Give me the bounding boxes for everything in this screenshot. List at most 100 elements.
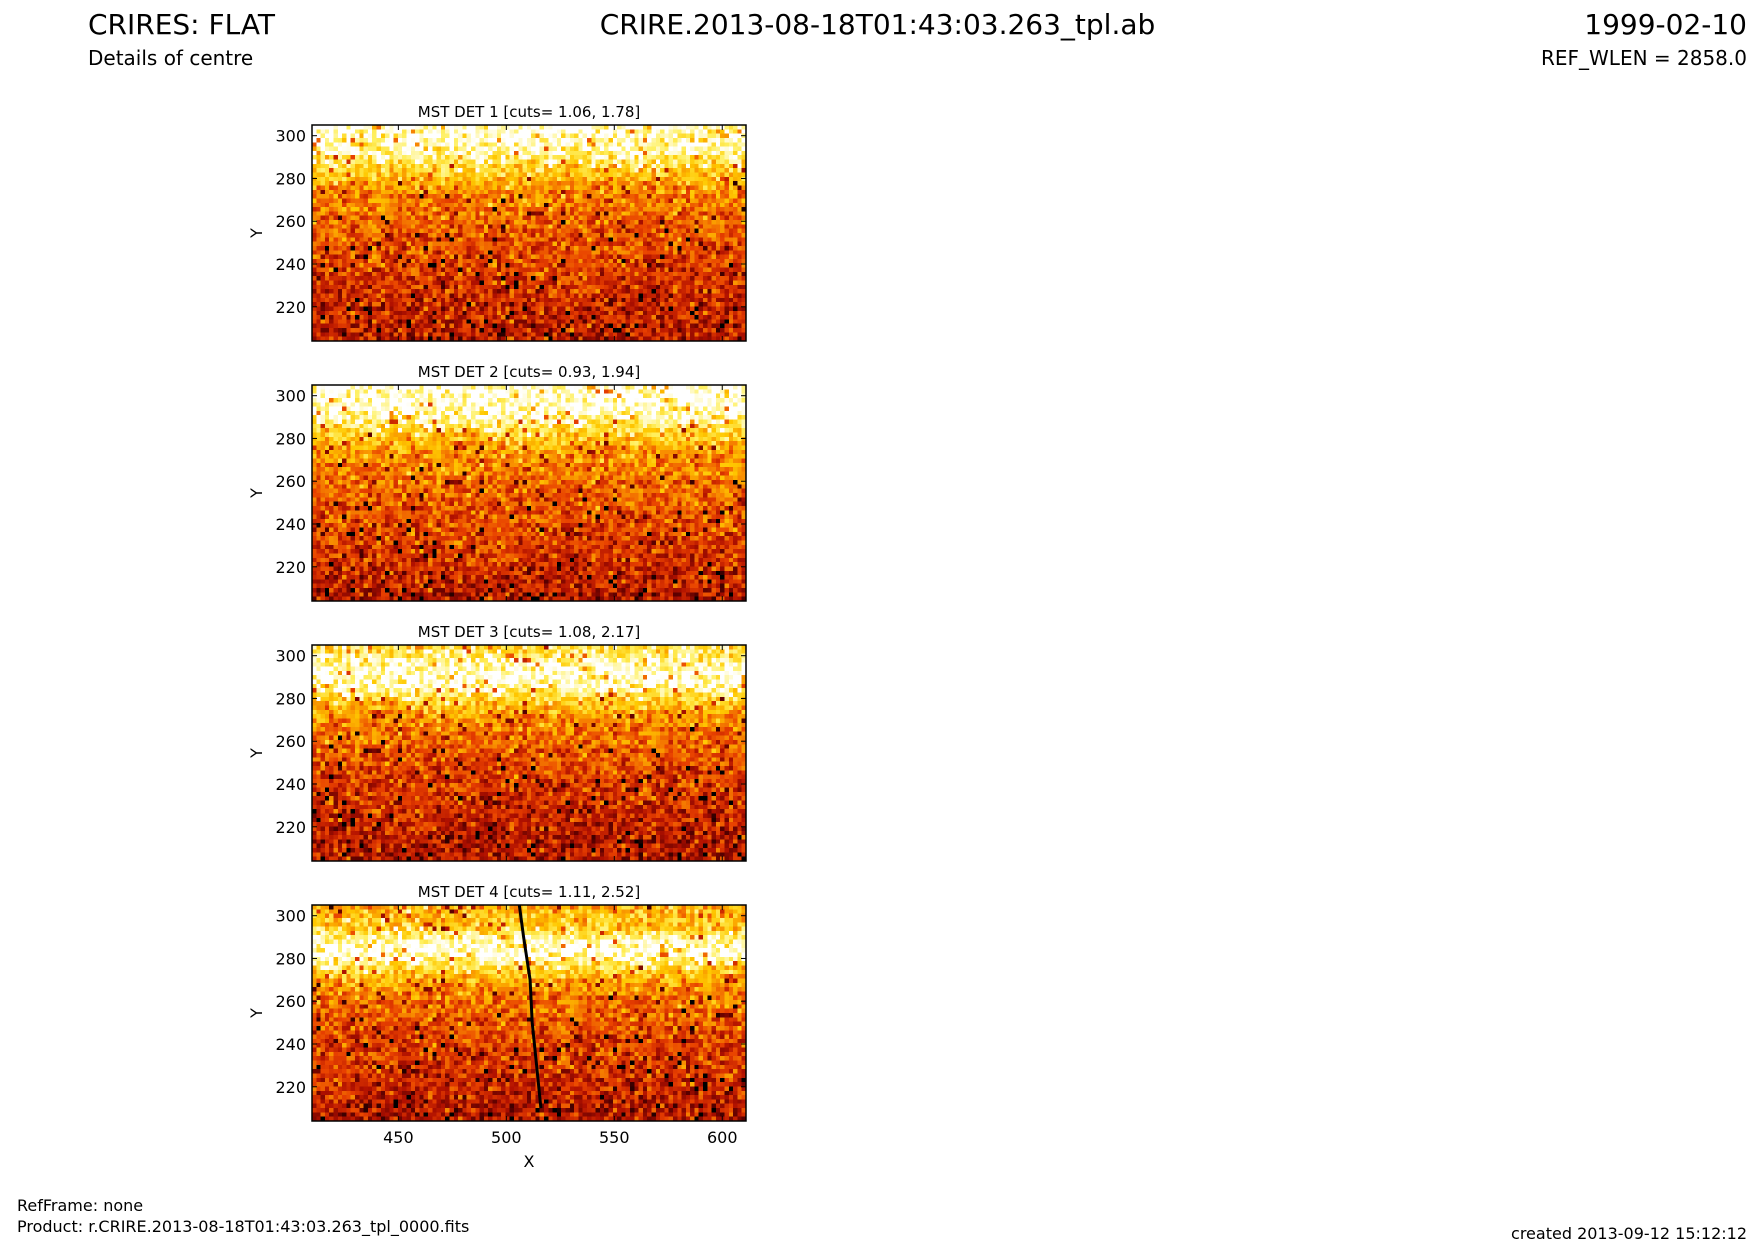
heatmap-cell: [630, 155, 635, 160]
heatmap-cell: [381, 134, 386, 139]
heatmap-cell: [604, 263, 609, 268]
heatmap-cell: [454, 134, 459, 139]
heatmap-cell: [703, 142, 708, 147]
heatmap-cell: [376, 185, 381, 190]
heatmap-cell: [342, 328, 347, 333]
heatmap-cell: [557, 268, 562, 273]
heatmap-cell: [402, 229, 407, 234]
heatmap-cell: [411, 263, 416, 268]
heatmap-cell: [381, 255, 386, 260]
heatmap-cell: [686, 259, 691, 264]
heatmap-cell: [621, 311, 626, 316]
heatmap-cell: [372, 216, 377, 221]
heatmap-cell: [376, 263, 381, 268]
heatmap-cell: [570, 324, 575, 329]
heatmap-cell: [480, 160, 485, 165]
heatmap-cell: [729, 155, 734, 160]
heatmap-cell: [703, 293, 708, 298]
heatmap-cell: [462, 151, 467, 156]
heatmap-cell: [338, 147, 343, 152]
heatmap-cell: [523, 129, 528, 134]
heatmap-cell: [329, 160, 334, 165]
heatmap-cell: [351, 147, 356, 152]
heatmap-cell: [707, 155, 712, 160]
heatmap-cell: [510, 207, 515, 212]
heatmap-cell: [591, 233, 596, 238]
heatmap-cell: [548, 242, 553, 247]
heatmap-cell: [647, 246, 652, 251]
heatmap-cell: [441, 185, 446, 190]
heatmap-cell: [540, 259, 545, 264]
heatmap-cell: [617, 246, 622, 251]
heatmap-cell: [510, 211, 515, 216]
heatmap-cell: [359, 328, 364, 333]
heatmap-cell: [707, 147, 712, 152]
heatmap-cell: [634, 190, 639, 195]
heatmap-cell: [329, 216, 334, 221]
heatmap-cell: [450, 207, 455, 212]
heatmap-cell: [720, 272, 725, 277]
heatmap-cell: [630, 142, 635, 147]
heatmap-cell: [643, 177, 648, 182]
heatmap-cell: [467, 151, 472, 156]
heatmap-cell: [351, 263, 356, 268]
heatmap-cell: [385, 147, 390, 152]
heatmap-cell: [505, 246, 510, 251]
heatmap-cell: [591, 168, 596, 173]
heatmap-cell: [346, 328, 351, 333]
heatmap-cell: [475, 190, 480, 195]
heatmap-cell: [394, 293, 399, 298]
heatmap-cell: [368, 220, 373, 225]
heatmap-cell: [647, 311, 652, 316]
heatmap-cell: [712, 151, 717, 156]
heatmap-cell: [712, 332, 717, 337]
heatmap-cell: [561, 138, 566, 143]
heatmap-cell: [394, 194, 399, 199]
heatmap-cell: [505, 216, 510, 221]
heatmap-cell: [407, 216, 412, 221]
heatmap-cell: [445, 332, 450, 337]
heatmap-cell: [505, 151, 510, 156]
heatmap-cell: [484, 177, 489, 182]
heatmap-cell: [677, 229, 682, 234]
heatmap-cell: [398, 328, 403, 333]
heatmap-cell: [578, 194, 583, 199]
heatmap-cell: [488, 324, 493, 329]
heatmap-cell: [609, 311, 614, 316]
heatmap-cell: [527, 129, 532, 134]
heatmap-cell: [407, 255, 412, 260]
heatmap-cell: [660, 285, 665, 290]
heatmap-cell: [621, 332, 626, 337]
heatmap-cell: [613, 319, 618, 324]
heatmap-cell: [716, 216, 721, 221]
heatmap-cell: [707, 142, 712, 147]
heatmap-cell: [450, 216, 455, 221]
heatmap-cell: [454, 289, 459, 294]
heatmap-cell: [458, 177, 463, 182]
heatmap-cell: [523, 276, 528, 281]
heatmap-cell: [544, 259, 549, 264]
heatmap-cell: [591, 289, 596, 294]
heatmap-cell: [364, 255, 369, 260]
heatmap-cell: [677, 177, 682, 182]
heatmap-cell: [716, 272, 721, 277]
heatmap-cell: [733, 289, 738, 294]
heatmap-cell: [321, 168, 326, 173]
heatmap-cell: [510, 203, 515, 208]
heatmap-cell: [368, 194, 373, 199]
heatmap-cell: [424, 332, 429, 337]
heatmap-cell: [454, 147, 459, 152]
heatmap-cell: [574, 311, 579, 316]
heatmap-cell: [651, 216, 656, 221]
heatmap-cell: [544, 332, 549, 337]
heatmap-cell: [647, 324, 652, 329]
heatmap-cell: [617, 319, 622, 324]
heatmap-cell: [321, 315, 326, 320]
heatmap-cell: [411, 328, 416, 333]
heatmap-cell: [359, 203, 364, 208]
heatmap-cell: [492, 259, 497, 264]
heatmap-cell: [510, 190, 515, 195]
heatmap-cell: [548, 185, 553, 190]
heatmap-cell: [583, 185, 588, 190]
heatmap-cell: [583, 289, 588, 294]
